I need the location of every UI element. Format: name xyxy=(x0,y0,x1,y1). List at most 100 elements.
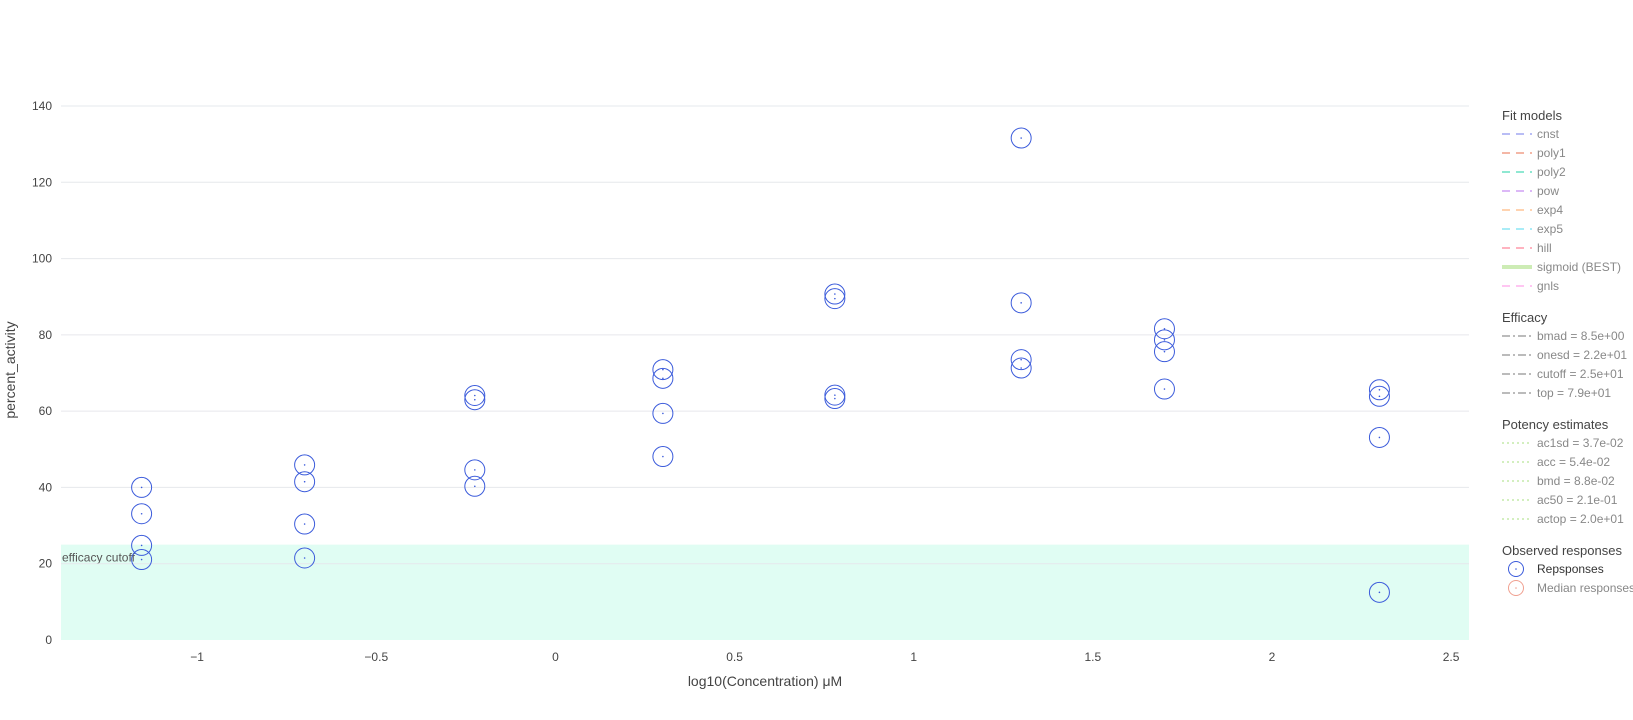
data-point[interactable] xyxy=(1010,127,1032,149)
x-tick-label: 2.5 xyxy=(1443,650,1460,664)
legend-item-label: bmad = 8.5e+00 xyxy=(1537,329,1625,343)
y-tick-label: 0 xyxy=(45,633,52,647)
data-point[interactable] xyxy=(1153,329,1175,351)
data-point[interactable] xyxy=(294,547,316,569)
data-point[interactable] xyxy=(1010,349,1032,371)
data-point[interactable] xyxy=(652,367,674,389)
legend-item-label: acc = 5.4e-02 xyxy=(1537,455,1610,469)
legend-item[interactable]: cnst xyxy=(1502,127,1560,141)
data-point[interactable] xyxy=(464,389,486,411)
legend-item[interactable]: top = 7.9e+01 xyxy=(1502,386,1611,400)
data-point[interactable] xyxy=(1153,378,1175,400)
legend-item[interactable]: pow xyxy=(1502,184,1559,198)
legend-item[interactable]: onesd = 2.2e+01 xyxy=(1502,348,1627,362)
legend-item[interactable]: exp5 xyxy=(1502,222,1563,236)
y-tick-label: 80 xyxy=(39,328,53,342)
data-point[interactable] xyxy=(652,446,674,468)
legend-item[interactable]: Median responses xyxy=(1508,580,1633,596)
plot-area: efficacy cutoff xyxy=(61,105,1469,640)
y-axis-ticks: 0 20 40 60 80 100 120 140 xyxy=(32,99,52,647)
legend-group-title: Fit models xyxy=(1502,108,1562,123)
legend: Fit models cnst poly1 poly2 pow exp4 exp5 hill s… xyxy=(1502,108,1633,596)
efficacy-cutoff-label: efficacy cutoff xyxy=(62,551,136,565)
x-axis-ticks: −1 −0.5 0 0.5 1 1.5 2 2.5 xyxy=(190,650,1459,664)
y-tick-label: 40 xyxy=(39,480,53,494)
data-point[interactable] xyxy=(824,283,846,305)
legend-item[interactable]: poly2 xyxy=(1502,165,1566,179)
legend-item-label: bmd = 8.8e-02 xyxy=(1537,474,1615,488)
y-tick-label: 20 xyxy=(39,557,53,571)
y-tick-label: 140 xyxy=(32,99,52,113)
data-point[interactable] xyxy=(464,385,486,407)
data-point[interactable] xyxy=(294,454,316,476)
legend-item[interactable]: exp4 xyxy=(1502,203,1563,217)
x-axis-title: log10(Concentration) μM xyxy=(688,673,842,689)
data-point[interactable] xyxy=(131,503,153,525)
x-tick-label: 1.5 xyxy=(1084,650,1101,664)
data-point[interactable] xyxy=(1368,426,1390,448)
x-tick-label: 0 xyxy=(552,650,559,664)
data-point[interactable] xyxy=(294,513,316,535)
legend-item[interactable]: actop = 2.0e+01 xyxy=(1502,512,1624,526)
legend-item-label: actop = 2.0e+01 xyxy=(1537,512,1624,526)
data-point[interactable] xyxy=(824,288,846,310)
legend-item-label: cutoff = 2.5e+01 xyxy=(1537,367,1624,381)
legend-item-label: hill xyxy=(1537,241,1552,255)
data-point[interactable] xyxy=(1368,379,1390,401)
data-point[interactable] xyxy=(652,359,674,381)
data-point[interactable] xyxy=(1368,385,1390,407)
efficacy-cutoff-region xyxy=(61,544,1469,640)
legend-item[interactable]: hill xyxy=(1502,241,1552,255)
legend-item-label: ac50 = 2.1e-01 xyxy=(1537,493,1618,507)
legend-item-label: gnls xyxy=(1537,279,1559,293)
data-point[interactable] xyxy=(131,534,153,556)
legend-item[interactable]: acc = 5.4e-02 xyxy=(1502,455,1610,469)
legend-item-label: pow xyxy=(1537,184,1559,198)
data-point[interactable] xyxy=(1153,318,1175,340)
data-point[interactable] xyxy=(1010,357,1032,379)
data-point[interactable] xyxy=(824,388,846,410)
legend-item-label: cnst xyxy=(1537,127,1560,141)
legend-item-label: poly1 xyxy=(1537,146,1566,160)
legend-item-label: poly2 xyxy=(1537,165,1566,179)
legend-item[interactable]: cutoff = 2.5e+01 xyxy=(1502,367,1624,381)
data-point[interactable] xyxy=(131,476,153,498)
data-point[interactable] xyxy=(464,475,486,497)
y-tick-label: 100 xyxy=(32,252,52,266)
data-point[interactable] xyxy=(294,471,316,493)
efficacy-cutoff-band: efficacy cutoff xyxy=(61,544,1469,640)
x-tick-label: 2 xyxy=(1269,650,1276,664)
x-tick-label: 1 xyxy=(910,650,917,664)
data-point[interactable] xyxy=(1368,581,1390,603)
x-tick-label: 0.5 xyxy=(726,650,743,664)
data-point[interactable] xyxy=(131,549,153,571)
legend-item[interactable]: gnls xyxy=(1502,279,1559,293)
legend-item[interactable]: ac1sd = 3.7e-02 xyxy=(1502,436,1624,450)
data-point[interactable] xyxy=(824,384,846,406)
legend-item[interactable]: poly1 xyxy=(1502,146,1566,160)
legend-item[interactable]: Repsponses xyxy=(1508,561,1604,577)
legend-item[interactable]: bmad = 8.5e+00 xyxy=(1502,329,1625,343)
legend-group-title: Potency estimates xyxy=(1502,417,1609,432)
y-axis-title: percent_activity xyxy=(2,321,18,418)
legend-item-label: exp4 xyxy=(1537,203,1563,217)
data-point[interactable] xyxy=(1010,292,1032,314)
y-tick-label: 120 xyxy=(32,175,52,189)
data-point[interactable] xyxy=(1153,341,1175,363)
data-point[interactable] xyxy=(464,459,486,481)
legend-item[interactable]: sigmoid (BEST) xyxy=(1502,260,1621,274)
legend-group-title: Efficacy xyxy=(1502,310,1548,325)
x-tick-label: −0.5 xyxy=(364,650,388,664)
gridlines xyxy=(61,105,1469,565)
legend-item-label: ac1sd = 3.7e-02 xyxy=(1537,436,1624,450)
legend-group-title: Observed responses xyxy=(1502,543,1622,558)
legend-item-label: onesd = 2.2e+01 xyxy=(1537,348,1627,362)
data-point[interactable] xyxy=(652,402,674,424)
legend-item-label: Repsponses xyxy=(1537,562,1604,576)
legend-item-label: exp5 xyxy=(1537,222,1563,236)
legend-item-label: sigmoid (BEST) xyxy=(1537,260,1621,274)
data-points xyxy=(131,127,1390,603)
legend-item[interactable]: bmd = 8.8e-02 xyxy=(1502,474,1615,488)
legend-item-label: Median responses xyxy=(1537,581,1633,595)
legend-item[interactable]: ac50 = 2.1e-01 xyxy=(1502,493,1618,507)
